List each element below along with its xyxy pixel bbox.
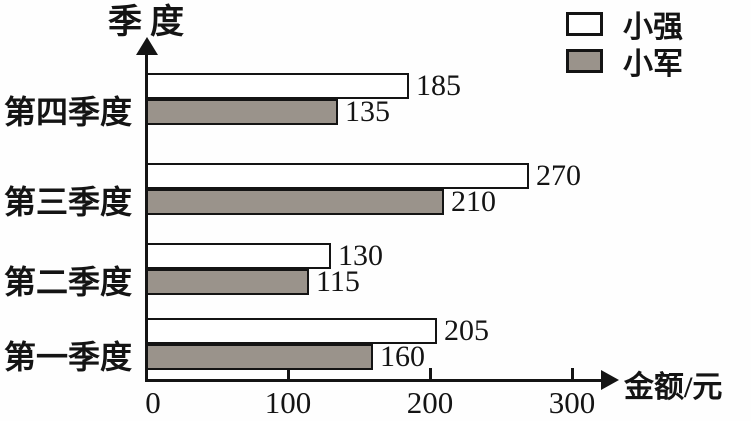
x-tick-label: 100 xyxy=(264,385,312,420)
category-label: 第三季度 xyxy=(4,184,133,220)
x-tick-label: 0 xyxy=(145,385,161,420)
legend-label-series-2: 小军 xyxy=(623,47,683,81)
category-label: 第一季度 xyxy=(4,339,133,375)
legend-item-series-1: 小强 xyxy=(566,5,683,44)
legend-item-series-2: 小军 xyxy=(566,42,683,81)
x-tick-label: 300 xyxy=(548,385,596,420)
bar-gray xyxy=(146,269,309,295)
category-label: 第二季度 xyxy=(4,264,133,300)
bar-gray xyxy=(146,189,444,215)
bar-value-label: 160 xyxy=(380,340,425,373)
bar-white xyxy=(146,243,331,269)
category-label: 第四季度 xyxy=(4,94,133,130)
x-tick-mark xyxy=(571,368,574,379)
legend-label-series-1: 小强 xyxy=(623,10,683,44)
bar-value-label: 205 xyxy=(444,314,489,347)
x-tick-mark xyxy=(429,368,432,379)
y-axis-arrowhead-icon xyxy=(136,37,158,55)
y-axis-title: 季度 xyxy=(108,4,192,41)
bar-value-label: 185 xyxy=(416,69,461,102)
legend-swatch-gray xyxy=(566,48,603,73)
bar-white xyxy=(146,318,437,344)
bar-white xyxy=(146,73,409,99)
legend: 小强 小军 xyxy=(566,5,683,81)
bar-gray xyxy=(146,344,373,370)
x-tick-label: 200 xyxy=(406,385,454,420)
x-tick-mark xyxy=(287,368,290,379)
bar-value-label: 135 xyxy=(345,95,390,128)
x-axis-title: 金额/元 xyxy=(624,371,723,404)
bar-gray xyxy=(146,99,338,125)
x-axis-line xyxy=(145,379,603,382)
bar-value-label: 115 xyxy=(316,265,360,298)
bar-value-label: 270 xyxy=(536,159,581,192)
x-axis-arrowhead-icon xyxy=(601,370,619,390)
bar-value-label: 130 xyxy=(338,239,383,272)
bar-value-label: 210 xyxy=(451,185,496,218)
legend-swatch-white xyxy=(566,11,603,36)
y-axis-line xyxy=(145,52,148,382)
bar-white xyxy=(146,163,529,189)
